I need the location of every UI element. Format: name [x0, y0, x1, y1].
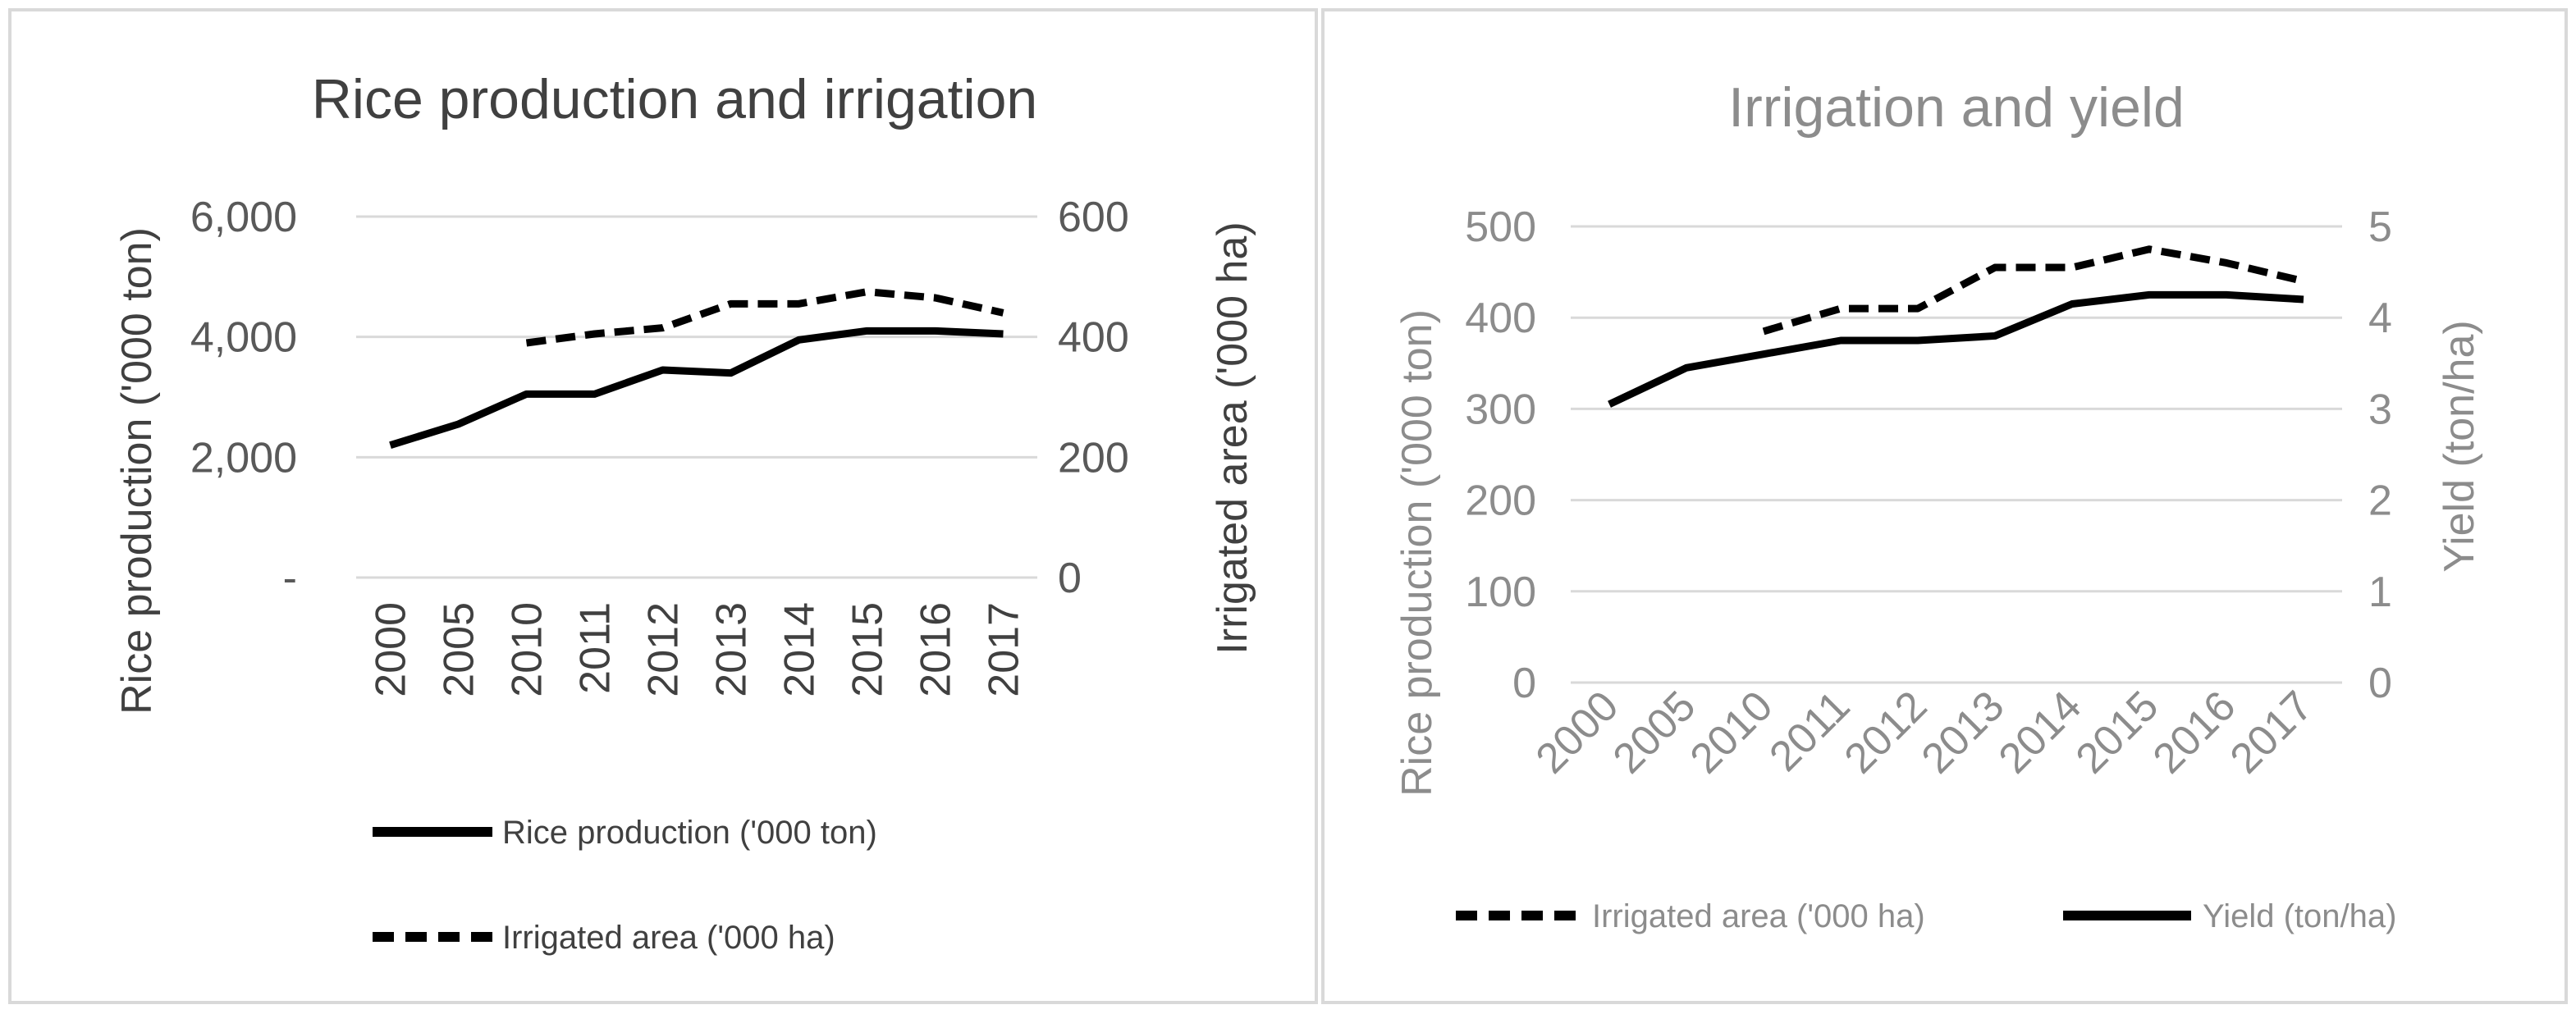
- y2-tick-label: 0: [1058, 555, 1082, 602]
- chart-title: Irrigation and yield: [1728, 76, 2185, 139]
- y2-axis-label: Irrigated area ('000 ha): [1209, 222, 1256, 654]
- y2-tick-label: 200: [1058, 434, 1129, 482]
- x-tick-label: 2017: [2221, 682, 2322, 783]
- x-tick-label: 2015: [844, 602, 892, 697]
- series-line-solid: [1608, 290, 2304, 408]
- legend-label-rice-production: Rice production ('000 ton): [502, 815, 877, 851]
- y-tick-label: 300: [1465, 386, 1536, 433]
- y2-tick-label: 600: [1058, 194, 1129, 241]
- x-tick-label: 2010: [504, 602, 551, 697]
- y-tick-label: 100: [1465, 569, 1536, 616]
- y2-tick-label: 5: [2368, 203, 2392, 251]
- y-tick-label: 500: [1465, 203, 1536, 251]
- chart-production-irrigation: Rice production and irrigation - 2,000 4,0…: [113, 68, 1256, 956]
- y-tick-label: 400: [1465, 295, 1536, 342]
- x-tick-label: 2014: [1990, 682, 2091, 783]
- legend-label-yield: Yield (ton/ha): [2203, 898, 2396, 934]
- x-tick-label: 2012: [1836, 682, 1937, 783]
- x-tick-label: 2011: [572, 602, 620, 694]
- legend: Irrigated area ('000 ha) Yield (ton/ha): [1456, 898, 2396, 934]
- x-tick-label: 2005: [1604, 682, 1705, 783]
- y-tick-label: 2,000: [190, 434, 297, 482]
- chart-panel-irrigation-yield: Irrigation and yield 0 100 200 300 400 500 0 1…: [1321, 8, 2568, 1004]
- legend-label-irrigated-area: Irrigated area ('000 ha): [1592, 898, 1925, 934]
- x-tick-label: 2013: [1913, 682, 2014, 783]
- x-tick-label: 2012: [640, 602, 688, 697]
- y-tick-label: -: [283, 555, 297, 602]
- x-tick-label: 2017: [981, 602, 1028, 697]
- series-line-dashed: [525, 288, 1004, 347]
- x-tick-label: 2013: [708, 602, 756, 697]
- chart-title: Rice production and irrigation: [312, 68, 1038, 130]
- y2-tick-label: 400: [1058, 314, 1129, 362]
- series-line-solid: [389, 327, 1004, 449]
- x-tick-label: 2016: [2144, 682, 2245, 783]
- y2-tick-label: 0: [2368, 660, 2392, 707]
- x-tick-label: 2014: [776, 602, 824, 697]
- y-axis-label: Rice production ('000 ton): [113, 227, 161, 715]
- x-tick-label: 2011: [1760, 682, 1859, 780]
- y-tick-label: 200: [1465, 477, 1536, 525]
- y2-tick-label: 2: [2368, 477, 2392, 525]
- x-tick-label: 2000: [368, 602, 415, 697]
- x-tick-label: 2015: [2067, 682, 2168, 783]
- data-point: [1841, 308, 1842, 309]
- legend-label-irrigated-area: Irrigated area ('000 ha): [502, 920, 835, 956]
- series-line-dashed: [1762, 245, 2305, 336]
- chart-panel-production-irrigation: Rice production and irrigation - 2,000 4,0…: [8, 8, 1318, 1004]
- y2-axis-label: Yield (ton/ha): [2436, 320, 2483, 572]
- legend: Rice production ('000 ton) Irrigated are…: [373, 815, 877, 956]
- y2-tick-label: 3: [2368, 386, 2392, 433]
- x-tick-label: 2000: [1527, 682, 1628, 783]
- y-tick-label: 4,000: [190, 314, 297, 362]
- y-axis-label: Rice production ('000 ton): [1393, 309, 1441, 797]
- data-point: [2072, 267, 2073, 268]
- x-tick-label: 2005: [436, 602, 483, 697]
- y-tick-label: 0: [1512, 660, 1536, 707]
- y2-tick-label: 1: [2368, 569, 2392, 616]
- x-tick-label: 2010: [1681, 682, 1782, 783]
- x-tick-label: 2016: [913, 602, 960, 697]
- y-tick-label: 6,000: [190, 194, 297, 241]
- y2-tick-label: 4: [2368, 295, 2392, 342]
- chart-irrigation-yield: Irrigation and yield 0 100 200 300 400 500 0 1…: [1393, 76, 2483, 934]
